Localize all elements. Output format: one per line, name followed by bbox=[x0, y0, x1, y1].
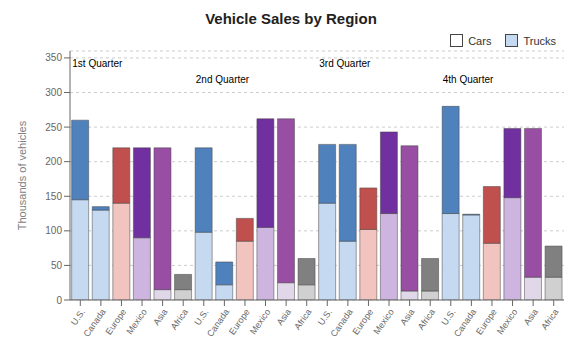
svg-text:4th Quarter: 4th Quarter bbox=[443, 74, 494, 85]
svg-text:Europe: Europe bbox=[227, 307, 252, 337]
svg-text:Canada: Canada bbox=[205, 307, 231, 339]
svg-text:Mexico: Mexico bbox=[371, 307, 396, 336]
svg-text:Europe: Europe bbox=[474, 307, 499, 337]
svg-text:Mexico: Mexico bbox=[248, 307, 273, 336]
html-text:Trucks: Trucks bbox=[523, 34, 556, 47]
svg-text:Asia: Asia bbox=[151, 307, 169, 327]
svg-text:100: 100 bbox=[45, 225, 62, 236]
svg-text:Thousands of vehicles: Thousands of vehicles bbox=[16, 120, 28, 230]
svg-text:1st Quarter: 1st Quarter bbox=[72, 58, 123, 69]
svg-text:350: 350 bbox=[45, 52, 62, 63]
svg-text:50: 50 bbox=[51, 260, 63, 271]
html-text:Vehicle Sales by Region: Vehicle Sales by Region bbox=[205, 10, 377, 27]
svg-text:Europe: Europe bbox=[103, 307, 128, 337]
svg-text:2nd Quarter: 2nd Quarter bbox=[196, 74, 250, 85]
svg-text:300: 300 bbox=[45, 87, 62, 98]
svg-text:Mexico: Mexico bbox=[124, 307, 149, 336]
svg-text:Africa: Africa bbox=[416, 307, 437, 332]
svg-text:Asia: Asia bbox=[398, 307, 416, 327]
svg-text:200: 200 bbox=[45, 156, 62, 167]
svg-text:U.S.: U.S. bbox=[69, 307, 87, 327]
svg-text:Canada: Canada bbox=[81, 307, 107, 339]
svg-text:U.S.: U.S. bbox=[439, 307, 457, 327]
svg-text:Africa: Africa bbox=[292, 307, 313, 332]
svg-text:Canada: Canada bbox=[328, 307, 354, 339]
svg-text:Asia: Asia bbox=[522, 307, 540, 327]
svg-text:Africa: Africa bbox=[169, 307, 190, 332]
svg-text:U.S.: U.S. bbox=[192, 307, 210, 327]
svg-text:250: 250 bbox=[45, 122, 62, 133]
svg-text:0: 0 bbox=[56, 295, 62, 306]
svg-text:Africa: Africa bbox=[539, 307, 560, 332]
svg-text:U.S.: U.S. bbox=[316, 307, 334, 327]
svg-text:Europe: Europe bbox=[350, 307, 375, 337]
html-text:Cars: Cars bbox=[468, 34, 492, 47]
svg-text:3rd Quarter: 3rd Quarter bbox=[319, 58, 371, 69]
svg-text:Mexico: Mexico bbox=[495, 307, 520, 336]
svg-text:Canada: Canada bbox=[452, 307, 478, 339]
svg-text:Asia: Asia bbox=[275, 307, 293, 327]
svg-text:150: 150 bbox=[45, 191, 62, 202]
